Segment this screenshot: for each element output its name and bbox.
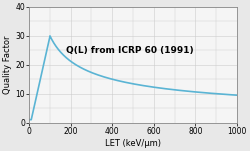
- Text: Q(L) from ICRP 60 (1991): Q(L) from ICRP 60 (1991): [66, 46, 193, 55]
- X-axis label: LET (keV/μm): LET (keV/μm): [105, 138, 161, 148]
- Y-axis label: Quality Factor: Quality Factor: [4, 35, 13, 94]
